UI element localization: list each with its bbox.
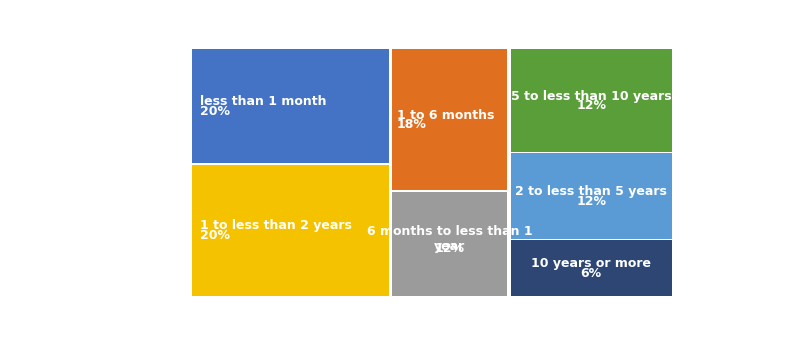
Bar	[511, 240, 672, 296]
Text: 12%: 12%	[576, 195, 606, 208]
Text: 20%: 20%	[200, 105, 230, 118]
Bar	[393, 49, 507, 190]
Text: 12%: 12%	[435, 242, 465, 255]
Text: less than 1 month: less than 1 month	[200, 95, 326, 108]
Bar	[192, 49, 389, 163]
Text: 10 years or more: 10 years or more	[531, 257, 651, 270]
Text: 20%: 20%	[200, 229, 230, 242]
Text: 6 months to less than 1
year: 6 months to less than 1 year	[367, 225, 533, 254]
Bar	[511, 154, 672, 239]
Text: 12%: 12%	[576, 99, 606, 112]
Text: 5 to less than 10 years: 5 to less than 10 years	[511, 90, 672, 103]
Text: 18%: 18%	[397, 118, 426, 132]
Text: 1 to 6 months: 1 to 6 months	[397, 109, 494, 122]
Bar	[393, 192, 507, 296]
Text: 1 to less than 2 years: 1 to less than 2 years	[200, 219, 352, 232]
Bar	[511, 49, 672, 152]
Text: 6%: 6%	[581, 266, 602, 280]
Text: 2 to less than 5 years: 2 to less than 5 years	[515, 185, 667, 198]
Bar	[192, 165, 389, 296]
